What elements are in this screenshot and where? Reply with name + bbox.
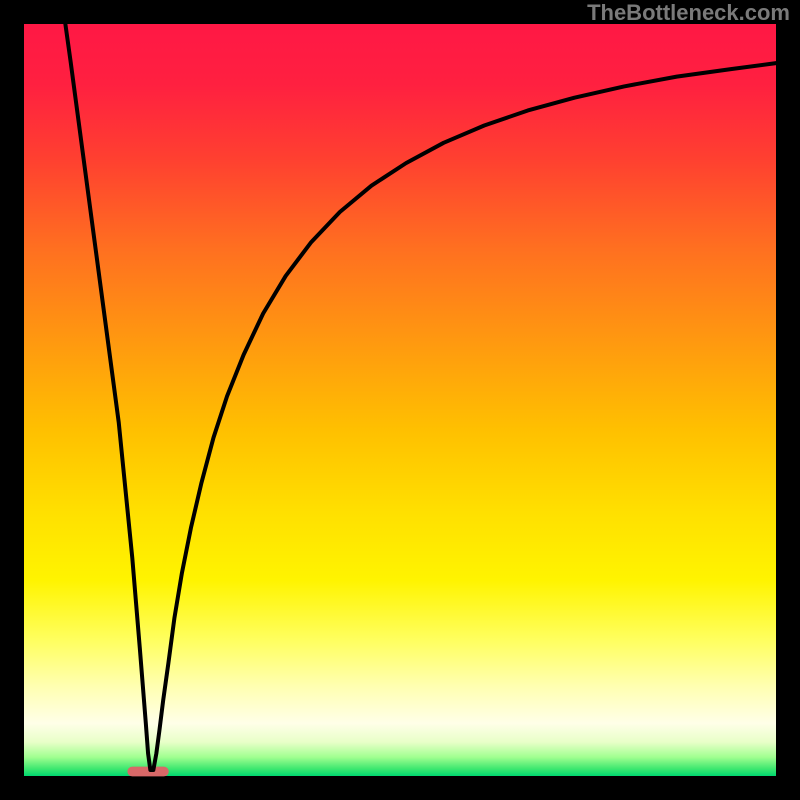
watermark-text: TheBottleneck.com [587,0,790,26]
chart-background-gradient [24,24,776,776]
chart-container: TheBottleneck.com [0,0,800,800]
bottleneck-chart [0,0,800,800]
